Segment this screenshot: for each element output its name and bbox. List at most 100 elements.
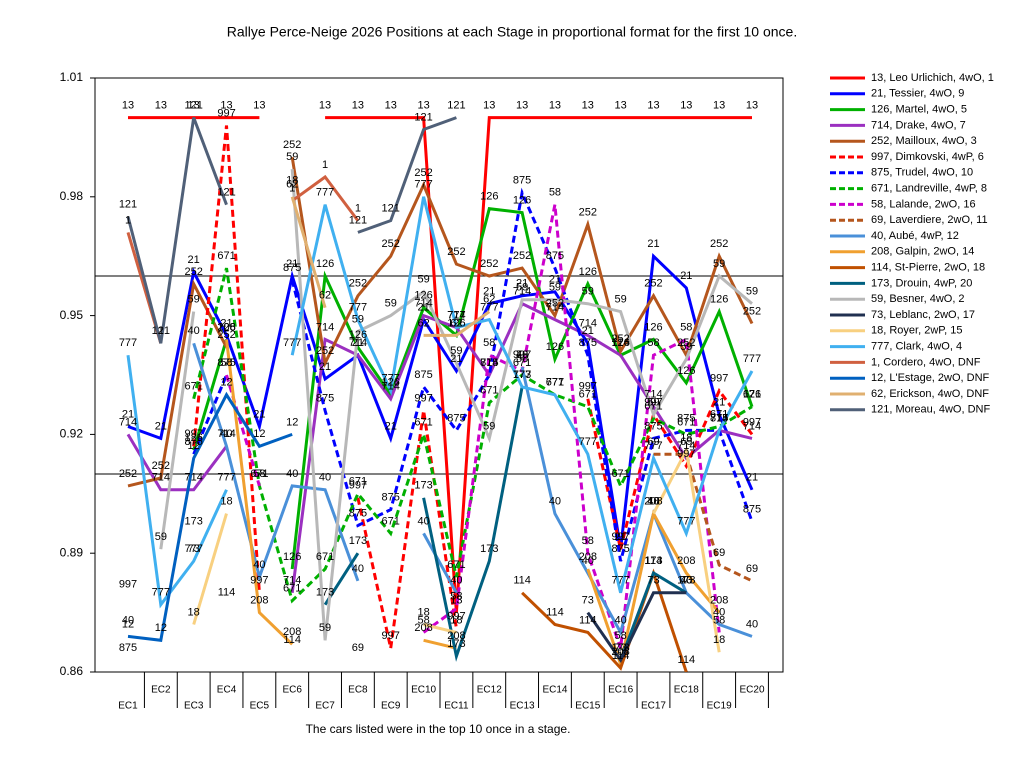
x-tick-label: EC14 (542, 685, 567, 696)
point-label: 777 (316, 187, 334, 199)
point-label: 21 (516, 278, 528, 290)
x-tick-label: EC15 (575, 701, 600, 712)
point-label: 875 (414, 369, 432, 381)
point-label: 777 (349, 301, 367, 313)
point-label: 777 (513, 369, 531, 381)
series-line (521, 568, 688, 672)
point-label: 875 (743, 503, 761, 515)
point-label: 13 (450, 595, 462, 607)
point-label: 114 (645, 555, 663, 567)
point-label: 777 (185, 543, 203, 555)
point-label: 714 (447, 309, 465, 321)
chart-title: Rallye Perce-Neige 2026 Positions at eac… (227, 24, 797, 40)
point-label: 59 (352, 313, 364, 325)
point-label: 126 (283, 551, 301, 563)
legend-label: 114, St-Pierre, 2wO, 18 (871, 262, 985, 274)
point-label: 12 (188, 440, 200, 452)
point-label: 18 (188, 606, 200, 618)
y-tick-label: 0.86 (60, 664, 84, 678)
point-label: 58 (549, 187, 561, 199)
series-line (126, 196, 754, 609)
x-tick-label: EC2 (151, 685, 171, 696)
point-label: 777 (480, 301, 498, 313)
point-label: 121 (349, 214, 367, 226)
point-label: 252 (546, 298, 564, 310)
legend-label: 59, Besner, 4wO, 2 (871, 293, 965, 305)
point-label: 13 (155, 100, 167, 112)
legend-label: 875, Trudel, 4wO, 10 (871, 167, 973, 179)
point-label: 777 (283, 337, 301, 349)
point-label: 208 (217, 321, 235, 333)
point-label: 126 (546, 341, 564, 353)
point-label: 777 (217, 472, 235, 484)
point-label: 252 (382, 238, 400, 250)
point-label: 252 (217, 329, 235, 341)
point-label: 121 (119, 199, 137, 211)
point-label: 59 (286, 151, 298, 163)
point-label: 114 (513, 575, 531, 587)
point-label: 21 (615, 531, 627, 543)
legend-label: 1, Cordero, 4wO, DNF (871, 356, 981, 368)
point-label: 59 (319, 622, 331, 634)
series-line (127, 391, 293, 642)
point-label: 252 (644, 278, 662, 290)
point-label: 21 (746, 472, 758, 484)
point-label: 208 (611, 646, 629, 658)
point-label: 777 (611, 575, 629, 587)
x-tick-label: EC19 (707, 701, 732, 712)
point-label: 40 (549, 496, 561, 508)
point-label: 777 (447, 309, 465, 321)
point-label: 114 (678, 654, 696, 666)
point-label: 777 (546, 377, 564, 389)
legend-label: 777, Clark, 4wO, 4 (871, 341, 962, 353)
point-label: 59 (647, 397, 659, 409)
series-line (159, 168, 753, 641)
point-label: 58 (516, 353, 528, 365)
point-label: 714 (743, 420, 761, 432)
point-label: 58 (582, 535, 594, 547)
point-label: 121 (414, 111, 432, 123)
point-label: 671 (644, 400, 662, 412)
point-label: 21 (450, 353, 462, 365)
point-label: 69 (352, 642, 364, 654)
legend-label: 121, Moreau, 4wO, DNF (871, 404, 990, 416)
point-label: 126 (316, 258, 334, 270)
point-label: 671 (611, 468, 629, 480)
legend-label: 671, Landreville, 4wP, 8 (871, 183, 987, 195)
point-label: 997 (611, 531, 629, 543)
point-label: 21 (385, 420, 397, 432)
point-label: 12 (286, 416, 298, 428)
point-label: 173 (513, 369, 531, 381)
point-label: 40 (188, 325, 200, 337)
point-label: 875 (644, 420, 662, 432)
point-label: 714 (382, 381, 400, 393)
point-label: 997 (677, 448, 695, 460)
point-label: 126 (349, 329, 367, 341)
point-label: 875 (677, 412, 695, 424)
point-label: 777 (152, 587, 170, 599)
point-label: 21 (483, 286, 495, 298)
point-label: 126 (710, 294, 728, 306)
point-label: 997 (382, 630, 400, 642)
point-label: 62 (417, 317, 429, 329)
series-line (192, 445, 721, 653)
point-label: 714 (349, 337, 367, 349)
point-label: 126 (611, 337, 629, 349)
point-label: 21 (582, 325, 594, 337)
point-label: 714 (546, 301, 564, 313)
y-tick-label: 0.92 (60, 427, 84, 441)
point-label: 126 (513, 195, 531, 207)
point-label: 21 (647, 238, 659, 250)
point-label: 208 (710, 595, 728, 607)
point-label: 18 (220, 496, 232, 508)
point-label: 997 (743, 416, 761, 428)
plot-area (126, 116, 754, 672)
point-label: 126 (579, 266, 597, 278)
point-label: 1 (355, 202, 361, 214)
point-label: 671 (579, 389, 597, 401)
point-label: 13 (483, 100, 495, 112)
point-label: 777 (414, 179, 432, 191)
point-label: 18 (647, 496, 659, 508)
legend-label: 69, Laverdiere, 2wO, 11 (871, 214, 988, 226)
point-label: 252 (185, 266, 203, 278)
